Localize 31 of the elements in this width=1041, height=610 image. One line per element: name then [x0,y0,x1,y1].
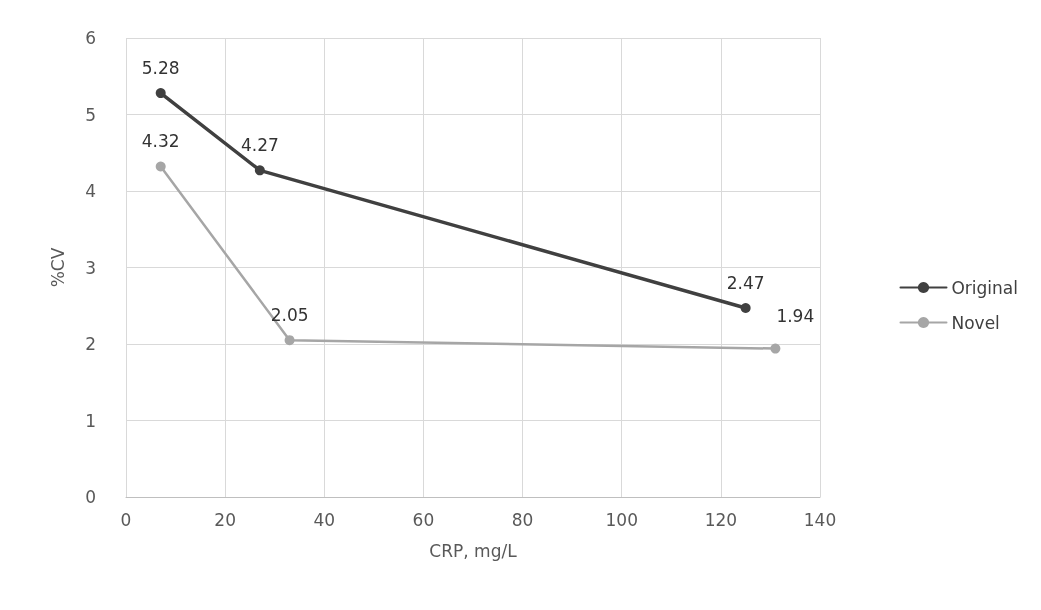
point [155,88,166,99]
x-tick-label: 20 [214,509,236,530]
y-tick-label: 5 [85,104,96,125]
y-tick-label: 6 [85,28,96,48]
y-tick-label: 3 [85,257,96,278]
y-tick-label: 1 [85,410,96,431]
data-label: 4.27 [240,134,279,155]
point [284,335,295,346]
legend-label: Novel [951,312,1000,333]
point [155,161,166,172]
data-label: 2.05 [270,304,309,325]
legend-label: Original [951,277,1019,298]
point [254,165,265,176]
data-label: 2.47 [726,272,765,293]
y-tick-label: 2 [85,334,96,354]
data-label: 1.94 [776,306,815,327]
x-tick-label: 60 [412,509,435,530]
x-tick-label: 0 [120,509,132,530]
x-tick-label: 80 [511,509,534,530]
x-tick-label: 120 [704,509,738,530]
y-tick-label: 4 [85,181,96,201]
data-label: 4.32 [141,131,180,152]
x-tick-label: 100 [605,509,638,530]
y-axis-title: %CV [47,247,68,288]
x-tick-label: 40 [313,509,336,530]
point [740,303,751,314]
point [770,343,781,354]
x-axis-title: CRP, mg/L [429,540,518,561]
x-tick-label: 140 [803,509,837,530]
y-tick-label: 0 [85,487,96,507]
data-label: 5.28 [141,57,180,78]
